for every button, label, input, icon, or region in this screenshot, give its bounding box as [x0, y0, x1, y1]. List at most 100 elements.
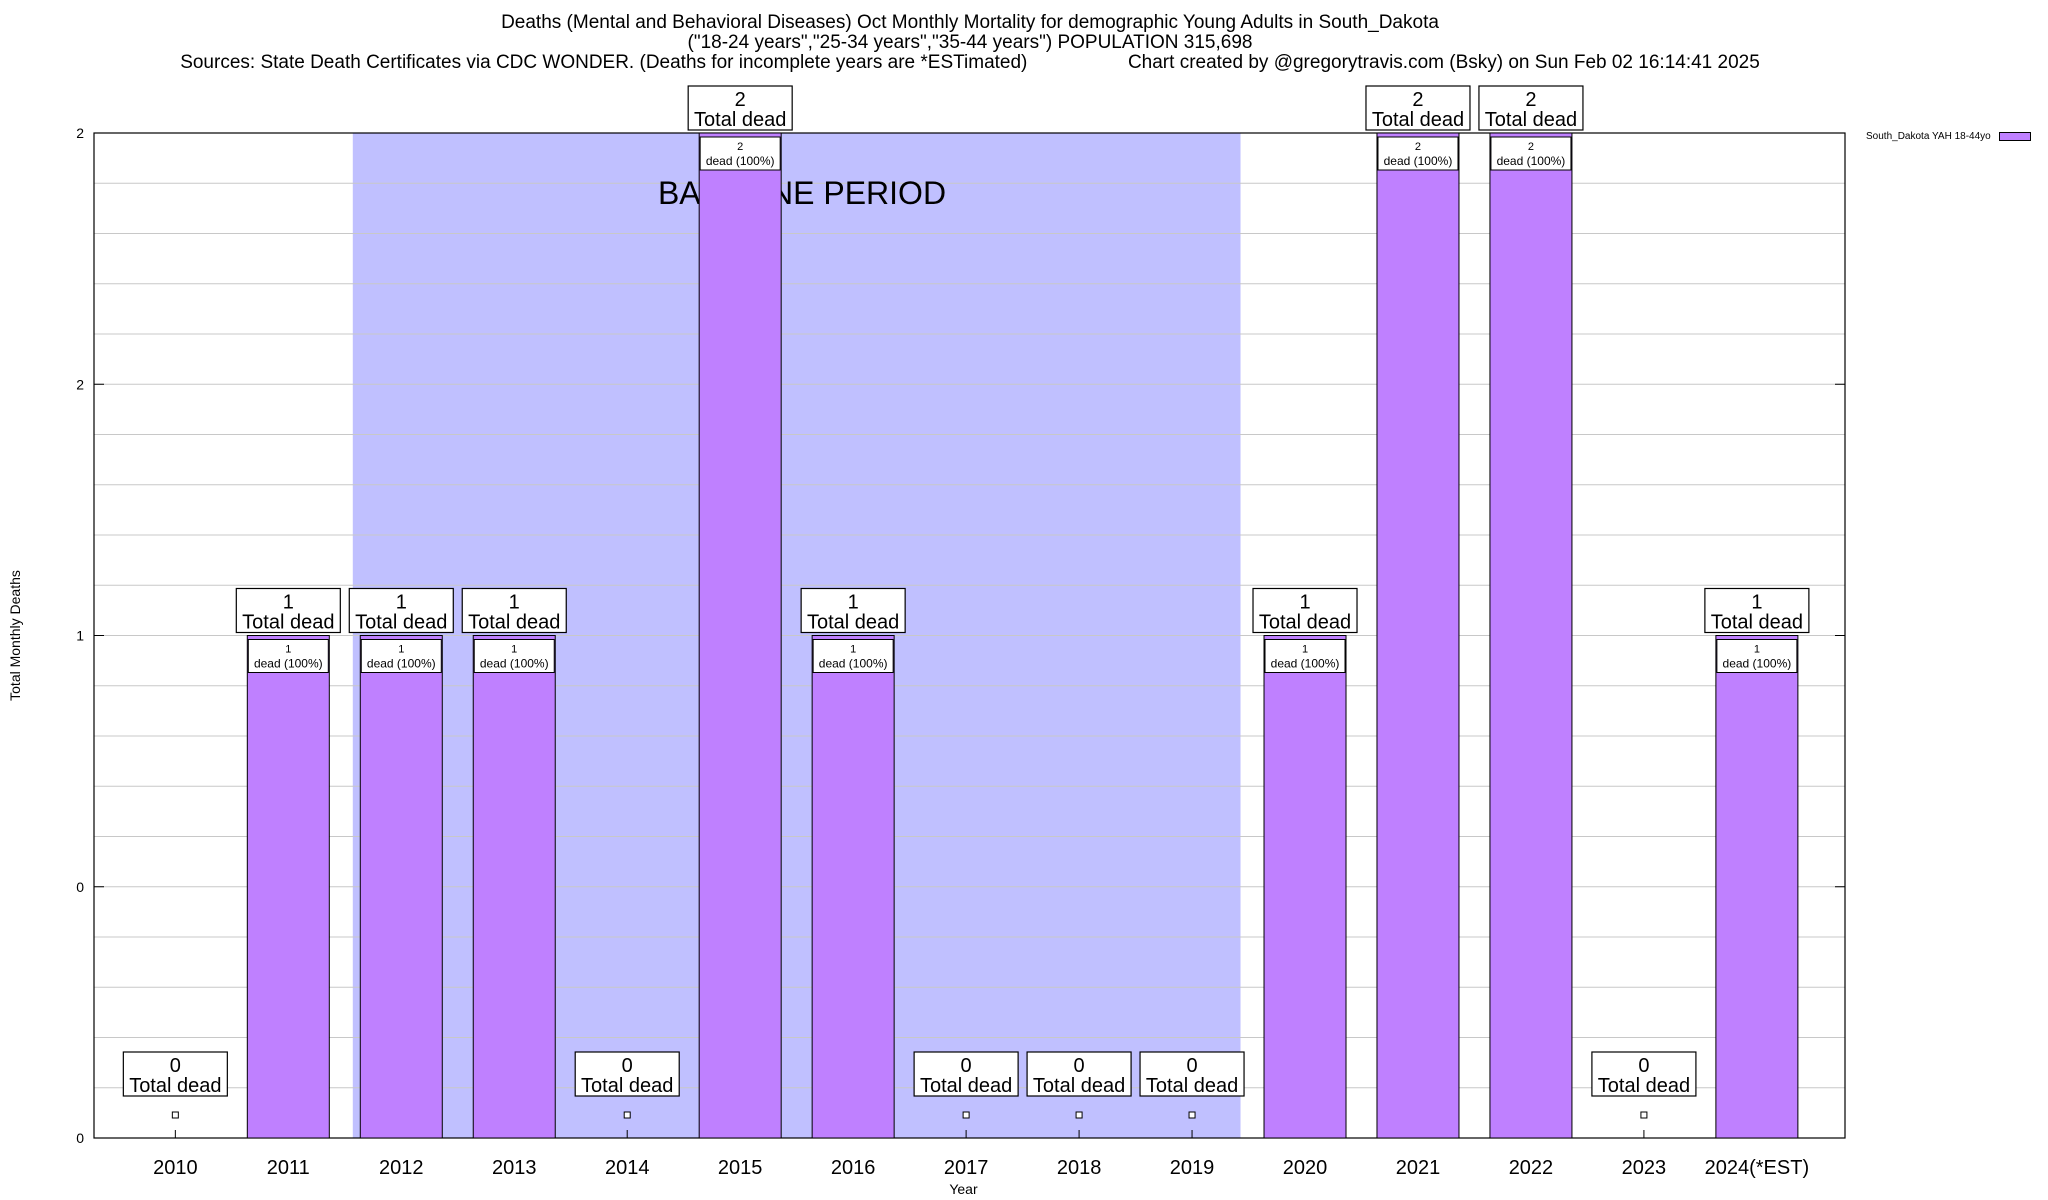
- bar: [472, 635, 556, 1139]
- total-label-text: Total dead: [1372, 109, 1464, 131]
- total-label-box: [1704, 587, 1810, 634]
- zero-marker: [1640, 1111, 1648, 1119]
- total-label-box: [574, 1051, 680, 1097]
- total-label-box: [1365, 85, 1471, 131]
- bar: [1263, 635, 1347, 1139]
- total-label-box: [348, 587, 454, 634]
- bar-label-text: dead (100%): [367, 657, 436, 671]
- bar-label-count: 1: [398, 644, 404, 656]
- bar-label-box: [1377, 136, 1459, 171]
- total-label-count: 1: [509, 592, 520, 614]
- bar-label-count: 1: [285, 644, 291, 656]
- total-label-count: 1: [396, 592, 407, 614]
- total-label-count: 0: [961, 1055, 972, 1077]
- total-label-text: Total dead: [1259, 612, 1351, 634]
- bar-label-box: [1716, 639, 1798, 673]
- x-tick-label: 2022: [1509, 1157, 1554, 1179]
- x-tick-label: 2017: [944, 1157, 989, 1179]
- y-axis-label: Total Monthly Deaths: [7, 570, 23, 701]
- y-tick-label: 0: [76, 1130, 84, 1146]
- bar: [1376, 132, 1460, 1139]
- chart-title-block: Deaths (Mental and Behavioral Diseases) …: [0, 13, 1940, 73]
- total-label-box: [1139, 1051, 1245, 1097]
- chart-credit: Chart created by @gregorytravis.com (Bsk…: [1127, 52, 1760, 73]
- bar-label-box: [247, 639, 329, 673]
- y-tick-label: 1: [76, 628, 84, 644]
- bar-label-count: 1: [1754, 644, 1760, 656]
- total-label-box: [687, 85, 793, 131]
- zero-marker: [623, 1111, 631, 1119]
- x-tick-label: 2012: [379, 1157, 424, 1179]
- total-label-count: 2: [1412, 89, 1423, 111]
- chart-source: Sources: State Death Certificates via CD…: [180, 52, 1028, 73]
- bar: [811, 635, 895, 1139]
- total-label-count: 2: [735, 89, 746, 111]
- total-label-text: Total dead: [581, 1075, 673, 1097]
- bar-label-text: dead (100%): [819, 657, 888, 671]
- x-tick-label: 2019: [1170, 1157, 1215, 1179]
- total-label-text: Total dead: [355, 612, 447, 634]
- bar-label-box: [360, 639, 442, 673]
- total-label-box: [1591, 1051, 1697, 1097]
- bar: [698, 132, 782, 1139]
- x-axis-label: Year: [949, 1181, 978, 1197]
- chart-subtitle: ("18-24 years","25-34 years","35-44 year…: [687, 32, 1253, 53]
- total-label-text: Total dead: [1485, 109, 1577, 131]
- bar-label-text: dead (100%): [706, 154, 775, 168]
- total-label-box: [235, 587, 341, 634]
- legend-swatch: [1998, 132, 2031, 141]
- bar-label-count: 2: [737, 141, 743, 153]
- total-label-box: [1026, 1051, 1132, 1097]
- total-label-box: [913, 1051, 1019, 1097]
- bar-label-count: 1: [1302, 644, 1308, 656]
- total-label-text: Total dead: [129, 1075, 221, 1097]
- bar-label-text: dead (100%): [480, 657, 549, 671]
- y-tick-label: 2: [76, 125, 84, 141]
- bar-label-box: [812, 639, 894, 673]
- x-tick-label: 2014: [605, 1157, 650, 1179]
- total-label-text: Total dead: [920, 1075, 1012, 1097]
- zero-marker: [962, 1111, 970, 1119]
- chart-source-line: Sources: State Death Certificates via CD…: [0, 53, 1940, 73]
- bar: [1489, 132, 1573, 1139]
- bar-label-count: 1: [850, 644, 856, 656]
- bar-label-box: [1264, 639, 1346, 673]
- bar-label-box: [473, 639, 555, 673]
- total-label-count: 1: [848, 592, 859, 614]
- bar-label-box: [1490, 136, 1572, 171]
- total-label-box: [1478, 85, 1584, 131]
- total-label-text: Total dead: [468, 612, 560, 634]
- zero-marker: [1075, 1111, 1083, 1119]
- bar-label-text: dead (100%): [254, 657, 323, 671]
- x-tick-label: 2011: [267, 1157, 310, 1179]
- x-tick-label: 2018: [1057, 1157, 1102, 1179]
- x-tick-label: 2016: [831, 1157, 876, 1179]
- bar-label-count: 1: [511, 644, 517, 656]
- y-tick-label: 2: [76, 376, 84, 392]
- chart-title: Deaths (Mental and Behavioral Diseases) …: [501, 12, 1439, 33]
- total-label-box: [1252, 587, 1358, 634]
- total-label-count: 0: [622, 1055, 633, 1077]
- bar-label-count: 2: [1528, 141, 1534, 153]
- bar: [359, 635, 443, 1139]
- total-label-box: [800, 587, 906, 634]
- x-tick-label: 2013: [492, 1157, 537, 1179]
- zero-marker: [1188, 1111, 1196, 1119]
- zero-marker: [171, 1111, 179, 1119]
- bar-label-text: dead (100%): [1497, 154, 1566, 168]
- legend: South_Dakota YAH 18-44yo: [1866, 131, 2031, 142]
- total-label-box: [122, 1051, 228, 1097]
- x-tick-label: 2015: [718, 1157, 763, 1179]
- total-label-count: 1: [283, 592, 294, 614]
- total-label-count: 0: [1186, 1055, 1197, 1077]
- bar: [246, 635, 330, 1139]
- total-label-text: Total dead: [807, 612, 899, 634]
- total-label-count: 0: [170, 1055, 181, 1077]
- total-label-text: Total dead: [694, 109, 786, 131]
- legend-label: South_Dakota YAH 18-44yo: [1866, 131, 1991, 142]
- total-label-count: 2: [1525, 89, 1536, 111]
- bar-label-text: dead (100%): [1723, 657, 1792, 671]
- total-label-text: Total dead: [242, 612, 334, 634]
- total-label-text: Total dead: [1711, 612, 1803, 634]
